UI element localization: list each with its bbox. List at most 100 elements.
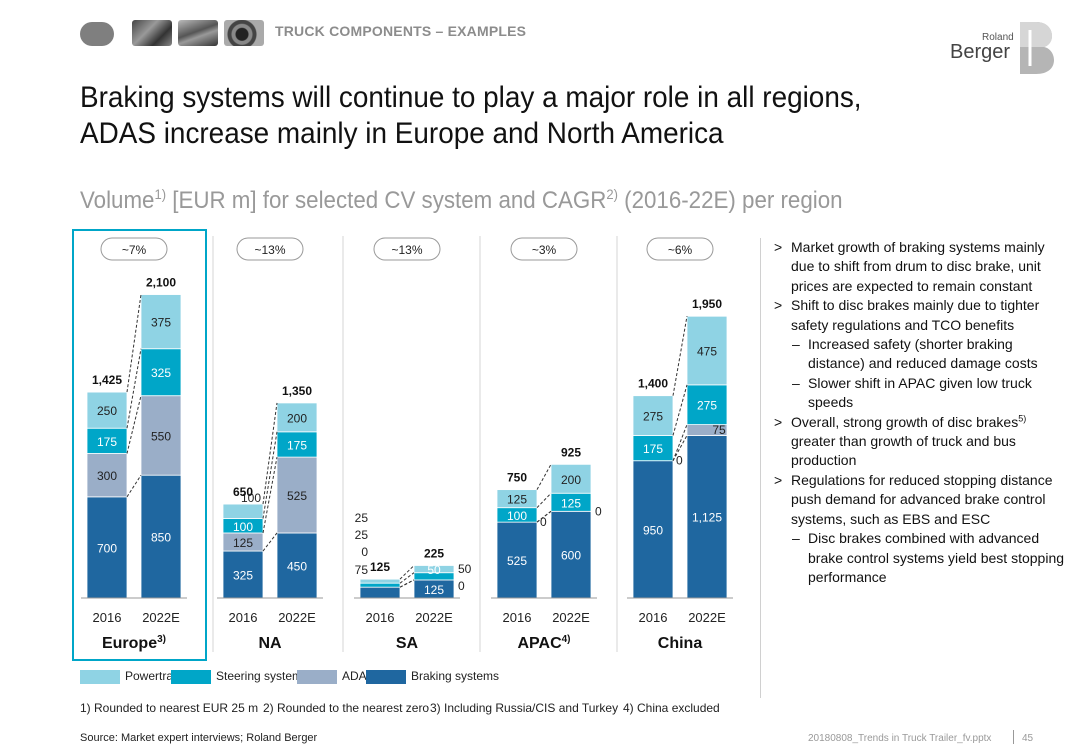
data-label: 325 bbox=[151, 366, 171, 380]
data-label: 950 bbox=[643, 523, 663, 537]
bar-segment-adas bbox=[140, 395, 182, 476]
year-label: 2022E bbox=[552, 610, 590, 625]
data-label: 325 bbox=[233, 569, 253, 583]
data-label: 1,125 bbox=[692, 511, 722, 525]
legend-label-powertrain: Powertrain bbox=[125, 669, 183, 683]
data-label: 200 bbox=[561, 473, 581, 487]
bar-segment-braking bbox=[276, 532, 318, 599]
total-label: 1,350 bbox=[282, 384, 312, 398]
footnote-1: 1) Rounded to nearest EUR 25 m bbox=[80, 701, 259, 715]
region-footnote-marker: 4) bbox=[562, 634, 571, 645]
brake-disc-photo-icon bbox=[224, 20, 264, 46]
data-label: 300 bbox=[97, 469, 117, 483]
engine-photo-icon bbox=[132, 20, 172, 46]
data-label: 525 bbox=[287, 489, 307, 503]
total-label: 925 bbox=[561, 445, 581, 459]
data-label: 250 bbox=[97, 404, 117, 418]
connector-line bbox=[126, 395, 142, 454]
data-label: 375 bbox=[151, 316, 171, 330]
connector-line bbox=[262, 431, 278, 519]
total-label: 125 bbox=[370, 560, 390, 574]
connector-line bbox=[126, 474, 142, 498]
connector-line bbox=[536, 492, 552, 509]
data-label: 100 bbox=[241, 491, 261, 505]
bar-segment-braking bbox=[359, 586, 401, 599]
file-name: 20180808_Trends in Truck Trailer_fv.pptx bbox=[808, 733, 992, 744]
sub-bullet-item: – Disc brakes combined with advanced brak… bbox=[792, 530, 1065, 585]
divider bbox=[760, 238, 761, 698]
bar-segment-braking bbox=[140, 474, 182, 599]
data-label: 25 bbox=[355, 528, 369, 542]
sub-bullet-item: – Slower shift in APAC given low truck sp… bbox=[792, 374, 1032, 411]
cagr-pill bbox=[510, 237, 578, 261]
year-label: 2022E bbox=[142, 610, 180, 625]
year-label: 2016 bbox=[93, 610, 122, 625]
region-label: NA bbox=[258, 635, 282, 652]
trucks-photo-icon bbox=[178, 20, 218, 46]
data-label: 125 bbox=[424, 583, 444, 597]
data-label: 75 bbox=[712, 423, 726, 437]
bar-segment-powertrain bbox=[496, 489, 538, 509]
data-label: 525 bbox=[507, 554, 527, 568]
data-label: 600 bbox=[561, 549, 581, 563]
region-highlight-box bbox=[72, 229, 207, 661]
connector-line bbox=[126, 294, 142, 393]
total-label: 1,425 bbox=[92, 373, 122, 387]
bar-segment-powertrain bbox=[550, 463, 592, 494]
bullet-item: > Overall, strong growth of disc brakes5)… bbox=[774, 413, 1027, 469]
data-label: 50 bbox=[427, 563, 441, 577]
legend-swatch-steering bbox=[171, 670, 211, 684]
data-label: 175 bbox=[287, 438, 307, 452]
data-label: 550 bbox=[151, 429, 171, 443]
section-label: TRUCK COMPONENTS – EXAMPLES bbox=[275, 23, 527, 39]
bar-segment-steering bbox=[686, 384, 728, 425]
legend-swatch-braking bbox=[366, 670, 406, 684]
connector-line bbox=[262, 532, 278, 552]
region-label: China bbox=[658, 635, 703, 652]
data-label: 125 bbox=[507, 493, 527, 507]
data-label: 100 bbox=[507, 509, 527, 523]
bullet-item: > Market growth of braking systems mainly… bbox=[774, 239, 1045, 294]
source-note: Source: Market expert interviews; Roland… bbox=[80, 732, 318, 744]
bar-segment-steering bbox=[276, 431, 318, 458]
data-label: 0 bbox=[458, 579, 465, 593]
bar-segment-braking bbox=[222, 550, 264, 599]
data-label: 175 bbox=[97, 435, 117, 449]
chart-subtitle: Volume1) [EUR m] for selected CV system … bbox=[80, 186, 843, 214]
connector-line bbox=[399, 579, 415, 588]
bullet-list: > Market growth of braking systems mainly… bbox=[766, 238, 1066, 587]
bullet-item: > Shift to disc brakes mainly due to tigh… bbox=[774, 297, 1040, 333]
cagr-label: ~13% bbox=[254, 243, 285, 257]
data-label: 125 bbox=[233, 536, 253, 550]
footnote-2: 2) Rounded to the nearest zero bbox=[263, 701, 430, 715]
data-label: 125 bbox=[561, 496, 581, 510]
bar-segment-powertrain bbox=[359, 578, 401, 584]
data-label: 200 bbox=[287, 411, 307, 425]
region-label: APAC4) bbox=[517, 634, 570, 652]
cagr-pill bbox=[236, 237, 304, 261]
cagr-label: ~6% bbox=[668, 243, 693, 257]
data-label: 50 bbox=[458, 562, 472, 576]
connector-line bbox=[536, 464, 552, 490]
bar-segment-braking bbox=[496, 521, 538, 599]
year-label: 2016 bbox=[366, 610, 395, 625]
data-label: 25 bbox=[355, 511, 369, 525]
connector-line bbox=[672, 316, 688, 396]
year-label: 2016 bbox=[639, 610, 668, 625]
roland-berger-logo-icon bbox=[1020, 22, 1054, 74]
year-label: 2016 bbox=[503, 610, 532, 625]
page-number: 45 bbox=[1022, 733, 1034, 744]
region-footnote-marker: 3) bbox=[157, 634, 166, 645]
total-label: 1,950 bbox=[692, 297, 722, 311]
data-label: 700 bbox=[97, 541, 117, 555]
connector-line bbox=[262, 457, 278, 534]
cagr-pill bbox=[100, 237, 168, 261]
stacked-bar-chart: ~7%7003001752501,42520168505503253752,10… bbox=[72, 229, 733, 661]
data-label: 850 bbox=[151, 531, 171, 545]
total-label: 2,100 bbox=[146, 276, 176, 290]
data-label: 75 bbox=[355, 563, 369, 577]
total-label: 650 bbox=[233, 485, 253, 499]
data-label: 0 bbox=[540, 515, 547, 529]
data-label: 100 bbox=[233, 520, 253, 534]
bar-segment-powertrain bbox=[413, 565, 455, 574]
